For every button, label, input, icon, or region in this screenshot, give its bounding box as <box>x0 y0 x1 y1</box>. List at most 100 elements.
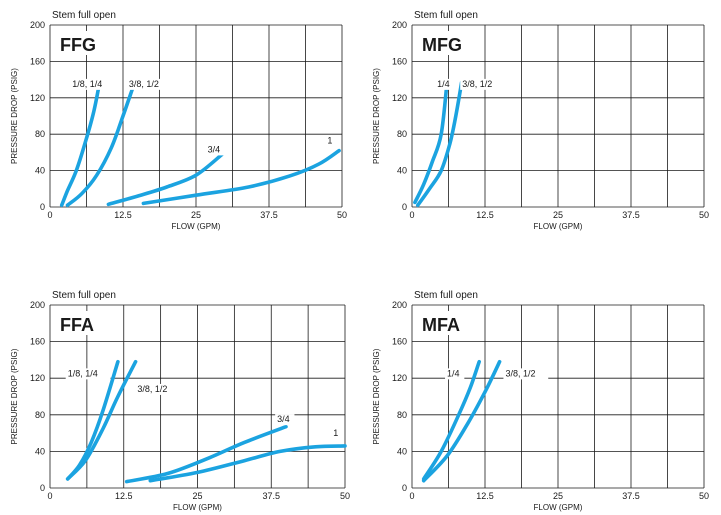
y-tick-label: 200 <box>30 20 45 30</box>
y-tick-label: 40 <box>397 166 407 176</box>
y-tick-label: 160 <box>392 337 407 347</box>
x-tick-label: 25 <box>191 210 201 220</box>
x-tick-label: 0 <box>47 491 52 501</box>
grid <box>411 24 705 208</box>
series-label: 3/8, 1/2 <box>137 384 167 394</box>
series-label-bg <box>126 78 172 90</box>
series-label-bg <box>445 368 465 380</box>
x-tick-label: 37.5 <box>622 210 640 220</box>
series-label: 3/8, 1/2 <box>462 79 492 89</box>
y-tick-label: 120 <box>392 93 407 103</box>
chart-panel-mfg: 0 12.5 25 37.5 50 0 40 80 120 160 200 FLOW (GPM) PRE… <box>372 10 709 231</box>
series-line <box>421 359 481 481</box>
chart-title-bg <box>56 311 98 335</box>
y-tick-label: 120 <box>392 373 407 383</box>
y-tick-label: 40 <box>35 166 45 176</box>
chart-panel-mfa: 0 12.5 25 37.5 50 0 40 80 120 160 200 FLOW (GPM) PRE… <box>372 290 709 512</box>
chart-panel-ffa: 0 12.5 25 37.5 50 0 40 80 120 160 200 FLOW (GPM) PRE… <box>10 290 350 512</box>
series-line <box>141 148 341 206</box>
x-tick-label: 50 <box>699 491 709 501</box>
y-tick-label: 0 <box>402 202 407 212</box>
y-tick-label: 40 <box>397 446 407 456</box>
series-label: 3/4 <box>277 414 290 424</box>
chart-title-bg <box>418 31 460 55</box>
y-tick-label: 160 <box>30 337 45 347</box>
series-line <box>421 359 502 483</box>
series-label-bg <box>135 383 181 395</box>
series-label: 1 <box>333 428 338 438</box>
x-tick-label: 37.5 <box>622 491 640 501</box>
chart-title-bg <box>418 311 460 335</box>
x-tick-label: 25 <box>553 210 563 220</box>
y-axis-label: PRESSURE DROP (PSIG) <box>372 68 381 164</box>
x-tick-label: 12.5 <box>114 210 132 220</box>
grid <box>49 24 343 208</box>
series-line <box>65 80 137 207</box>
stem-label: Stem full open <box>414 290 478 301</box>
series-line <box>148 444 347 483</box>
series-line <box>59 80 102 207</box>
y-tick-label: 200 <box>392 300 407 310</box>
x-tick-label: 37.5 <box>262 491 280 501</box>
x-axis-label: FLOW (GPM) <box>172 222 221 231</box>
y-axis-label: PRESSURE DROP (PSIG) <box>10 348 19 444</box>
series-label: 3/8, 1/2 <box>129 79 159 89</box>
chart-title: FFG <box>60 35 96 55</box>
series-label: 1/4 <box>447 368 460 378</box>
x-tick-label: 25 <box>553 491 563 501</box>
series-label-bg <box>460 78 506 90</box>
series-label-bg <box>70 78 115 90</box>
series-label: 3/4 <box>208 144 221 154</box>
x-tick-label: 37.5 <box>260 210 278 220</box>
x-tick-label: 50 <box>337 210 347 220</box>
y-tick-label: 160 <box>392 56 407 66</box>
x-tick-label: 25 <box>192 491 202 501</box>
x-axis-label: FLOW (GPM) <box>534 222 583 231</box>
x-tick-label: 0 <box>409 210 414 220</box>
series-label-bg <box>435 78 455 90</box>
x-tick-label: 0 <box>47 210 52 220</box>
series-label-bg <box>65 368 111 380</box>
y-tick-label: 80 <box>397 129 407 139</box>
y-tick-label: 0 <box>402 483 407 493</box>
grid <box>411 304 705 489</box>
chart-title: MFG <box>422 35 462 55</box>
series-label: 1/8, 1/4 <box>72 79 102 89</box>
x-tick-label: 12.5 <box>476 491 494 501</box>
y-axis-label: PRESSURE DROP (PSIG) <box>10 68 19 164</box>
stem-label: Stem full open <box>52 290 116 301</box>
y-tick-label: 80 <box>35 410 45 420</box>
y-tick-label: 80 <box>397 410 407 420</box>
x-tick-label: 12.5 <box>476 210 494 220</box>
y-tick-label: 0 <box>40 202 45 212</box>
chart-title-bg <box>56 31 98 55</box>
series-label-bg <box>325 135 335 147</box>
y-tick-label: 40 <box>35 446 45 456</box>
y-tick-label: 80 <box>35 129 45 139</box>
series-line <box>65 359 138 481</box>
series-label: 1 <box>327 135 332 145</box>
chart-title: FFA <box>60 315 94 335</box>
series-label-bg <box>503 368 549 380</box>
y-tick-label: 200 <box>392 20 407 30</box>
series-line <box>106 152 225 207</box>
series-line <box>413 80 449 205</box>
series-label: 1/4 <box>437 79 450 89</box>
stem-label: Stem full open <box>414 10 478 21</box>
x-tick-label: 0 <box>409 491 414 501</box>
chart-panel-ffg: 0 12.5 25 37.5 50 0 40 80 120 160 200 FLOW (GPM) PRE… <box>10 10 347 231</box>
series-label-bg <box>205 144 225 156</box>
series-label: 1/8, 1/4 <box>68 368 98 378</box>
stem-label: Stem full open <box>52 10 116 21</box>
chart-title: MFA <box>422 315 460 335</box>
grid <box>49 304 346 489</box>
series-line <box>416 80 464 207</box>
x-axis-label: FLOW (GPM) <box>534 503 583 512</box>
x-tick-label: 50 <box>699 210 709 220</box>
x-tick-label: 50 <box>340 491 350 501</box>
y-tick-label: 120 <box>30 93 45 103</box>
series-label-bg <box>275 414 295 426</box>
x-tick-label: 12.5 <box>115 491 133 501</box>
y-tick-label: 120 <box>30 373 45 383</box>
